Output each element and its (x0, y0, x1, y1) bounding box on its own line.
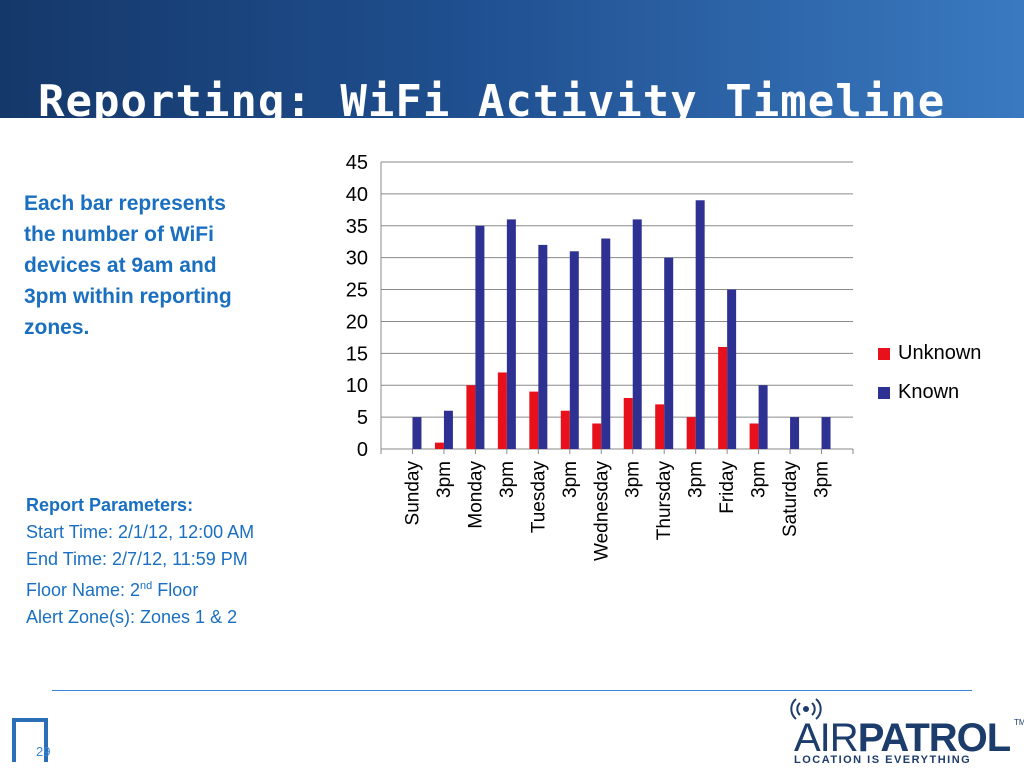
x-tick-label: 3pm (497, 461, 518, 498)
bar-unknown (623, 397, 633, 449)
x-tick-label: 3pm (623, 461, 644, 498)
bar-known (821, 417, 831, 449)
bar-known (727, 289, 737, 449)
floor-name: Floor Name: 2nd Floor (26, 573, 346, 604)
x-tick-label: 3pm (812, 461, 833, 498)
bar-chart: 0 5 10 15 20 25 30 35 40 45 Sunday 3pm Monday 3pm Tue… (346, 152, 854, 561)
x-tick-label: Monday (465, 461, 486, 529)
x-tick-label: Thursday (654, 461, 675, 541)
page-number: 29 (36, 744, 51, 759)
y-tick-label: 45 (346, 152, 368, 174)
footer-divider (52, 690, 972, 691)
start-time: Start Time: 2/1/12, 12:00 AM (26, 522, 255, 542)
bar-known (695, 200, 705, 449)
bar-unknown (560, 410, 570, 449)
x-tick-label: Saturday (780, 461, 801, 538)
bar-unknown (466, 385, 476, 449)
logo-tagline: LOCATION IS EVERYTHING (794, 754, 972, 766)
y-tick-label: 40 (346, 184, 368, 206)
bar-known (569, 251, 579, 449)
floor-name-prefix: Floor Name: 2 (26, 580, 141, 600)
page-corner-box (12, 718, 48, 762)
y-axis: 0 5 10 15 20 25 30 35 40 45 (346, 152, 382, 461)
x-tick-label: 3pm (686, 461, 707, 498)
bar-unknown (749, 423, 759, 449)
alert-zones: Alert Zone(s): Zones 1 & 2 (26, 607, 238, 627)
title-bar: Reporting: WiFi Activity Timeline (0, 0, 1024, 118)
y-tick-label: 5 (357, 407, 368, 429)
bar-known (632, 219, 642, 449)
floor-name-ordinal: nd (140, 580, 153, 592)
legend-swatch-known (878, 386, 890, 399)
x-tick-label: Wednesday (591, 461, 612, 561)
bar-known (443, 410, 453, 449)
y-tick-label: 35 (346, 216, 368, 238)
bar-unknown (434, 442, 444, 449)
slide-title: Reporting: WiFi Activity Timeline (38, 76, 946, 118)
logo-wordmark: AIRPATROL (794, 716, 1011, 761)
floor-name-suffix: Floor (152, 580, 199, 600)
logo-patrol: PATROL (857, 716, 1011, 760)
bar-unknown (592, 423, 602, 449)
end-time: End Time: 2/7/12, 11:59 PM (26, 549, 248, 569)
bar-unknown (686, 417, 696, 449)
x-tick-label: Friday (717, 461, 738, 514)
bar-known (758, 385, 768, 449)
bar-known (790, 417, 800, 449)
parameters-heading: Report Parameters: (26, 495, 194, 515)
y-tick-label: 20 (346, 311, 368, 333)
bar-known (601, 238, 611, 449)
legend-item-known: Known (878, 373, 981, 412)
bar-unknown (655, 404, 665, 449)
chart-legend: Unknown Known (878, 334, 981, 412)
x-tick-label: 3pm (749, 461, 770, 498)
chart-description: Each bar represents the number of WiFi d… (24, 192, 232, 339)
x-tick-label: Sunday (402, 461, 423, 526)
x-axis: Sunday 3pm Monday 3pm Tuesday 3pm Wednesday 3pm… (380, 449, 854, 561)
bar-known (664, 257, 674, 449)
y-tick-label: 15 (346, 343, 368, 365)
legend-swatch-unknown (878, 347, 890, 360)
y-tick-label: 0 (357, 439, 368, 461)
legend-label-known: Known (898, 381, 960, 403)
legend-item-unknown: Unknown (878, 334, 981, 373)
airpatrol-logo: AIRPATROL TM LOCATION IS EVERYTHING (788, 696, 1024, 768)
logo-air: AIR (794, 716, 859, 760)
legend-label-unknown: Unknown (898, 342, 982, 364)
logo-trademark: TM (1014, 718, 1024, 727)
x-tick-label: 3pm (560, 461, 581, 498)
y-tick-label: 10 (346, 375, 368, 397)
bar-known (506, 219, 516, 449)
bar-unknown (718, 346, 728, 449)
x-tick-label: Tuesday (528, 461, 549, 534)
y-tick-label: 25 (346, 280, 368, 302)
wifi-signal-icon (790, 698, 822, 720)
chart-bars (412, 200, 831, 449)
chart-gridlines (381, 161, 853, 450)
report-parameters: Report Parameters: Start Time: 2/1/12, 1… (26, 492, 346, 631)
y-tick-label: 30 (346, 248, 368, 270)
bar-known (412, 417, 422, 449)
x-tick-label: 3pm (434, 461, 455, 498)
bar-unknown (497, 372, 507, 449)
bar-unknown (529, 391, 539, 449)
bar-known (538, 244, 548, 449)
bar-known (475, 225, 485, 449)
